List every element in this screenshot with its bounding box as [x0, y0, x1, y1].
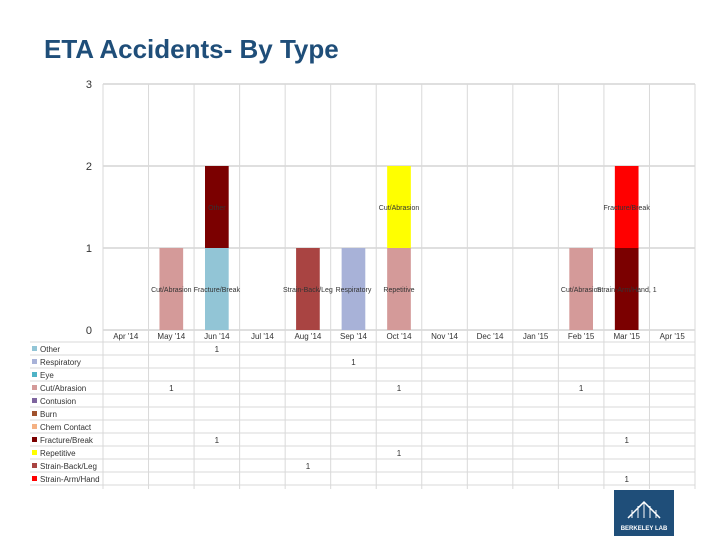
bar-data-label: Respiratory: [336, 287, 372, 294]
legend-label: Contusion: [40, 397, 76, 406]
legend-label: Respiratory: [40, 358, 81, 367]
x-tick-label: Jun '14: [204, 332, 230, 341]
bar-data-label: Strain-Back/Leg: [283, 287, 333, 294]
bar-data-label: Strain-Arm/Hand, 1: [597, 287, 657, 294]
legend-swatch: [32, 359, 37, 364]
bar-segment: [205, 166, 229, 248]
legend-swatch: [32, 411, 37, 416]
bar-segment: [296, 248, 320, 330]
table-value: 1: [169, 384, 174, 393]
table-value: 1: [397, 384, 402, 393]
legend-swatch: [32, 346, 37, 351]
legend-label: Other: [40, 345, 60, 354]
legend-swatch: [32, 437, 37, 442]
y-tick-label: 3: [86, 79, 92, 91]
legend-label: Fracture/Break: [40, 436, 94, 445]
x-tick-label: Feb '15: [568, 332, 595, 341]
table-value: 1: [397, 449, 402, 458]
x-tick-label: Jan '15: [523, 332, 549, 341]
x-tick-label: Sep '14: [340, 332, 367, 341]
table-value: 1: [215, 436, 220, 445]
legend-label: Strain-Back/Leg: [40, 462, 97, 471]
x-tick-label: Apr '14: [113, 332, 139, 341]
bar-data-label: Other: [208, 205, 226, 212]
y-tick-label: 1: [86, 243, 92, 255]
legend-label: Repetitive: [40, 449, 76, 458]
logo-text: BERKELEY LAB: [620, 526, 668, 532]
bar-data-label: Cut/Abrasion: [151, 287, 192, 294]
bar-segment: [159, 248, 184, 330]
bar-segment: [614, 248, 639, 330]
x-tick-label: Aug '14: [294, 332, 321, 341]
berkeley-lab-logo: BERKELEY LAB: [614, 490, 674, 536]
bar-data-label: Fracture/Break: [194, 287, 241, 294]
table-value: 1: [306, 462, 311, 471]
legend-swatch: [32, 372, 37, 377]
legend-swatch: [32, 398, 37, 403]
table-value: 1: [579, 384, 584, 393]
legend-label: Burn: [40, 410, 57, 419]
bar-segment: [205, 248, 229, 330]
y-tick-label: 2: [86, 161, 92, 173]
bar-data-label: Fracture/Break: [604, 205, 651, 212]
legend-swatch: [32, 424, 37, 429]
y-tick-label: 0: [86, 325, 92, 337]
legend-label: Chem Contact: [40, 423, 92, 432]
table-value: 1: [215, 345, 220, 354]
x-tick-label: Nov '14: [431, 332, 458, 341]
legend-label: Strain-Arm/Hand: [40, 475, 100, 484]
bar-segment: [387, 166, 411, 248]
table-value: 1: [624, 475, 629, 484]
table-value: 1: [624, 436, 629, 445]
table-value: 1: [351, 358, 356, 367]
x-tick-label: Mar '15: [613, 332, 640, 341]
building-icon: [627, 500, 661, 519]
legend-swatch: [32, 476, 37, 481]
legend-swatch: [32, 450, 37, 455]
legend-swatch: [32, 385, 37, 390]
bar-data-label: Cut/Abrasion: [561, 287, 602, 294]
bar-segment: [569, 248, 593, 330]
bar-data-label: Repetitive: [383, 287, 414, 294]
bar-data-label: Cut/Abrasion: [379, 205, 420, 212]
x-tick-label: Dec '14: [477, 332, 504, 341]
bar-segment: [614, 166, 639, 248]
x-tick-label: May '14: [157, 332, 185, 341]
x-tick-label: Oct '14: [386, 332, 412, 341]
legend-swatch: [32, 463, 37, 468]
legend-label: Cut/Abrasion: [40, 384, 86, 393]
x-tick-label: Apr '15: [660, 332, 686, 341]
page-title: ETA Accidents- By Type: [44, 34, 339, 64]
bar-segment: [387, 248, 411, 330]
x-tick-label: Jul '14: [251, 332, 274, 341]
bar-segment: [341, 248, 366, 330]
legend-label: Eye: [40, 371, 54, 380]
